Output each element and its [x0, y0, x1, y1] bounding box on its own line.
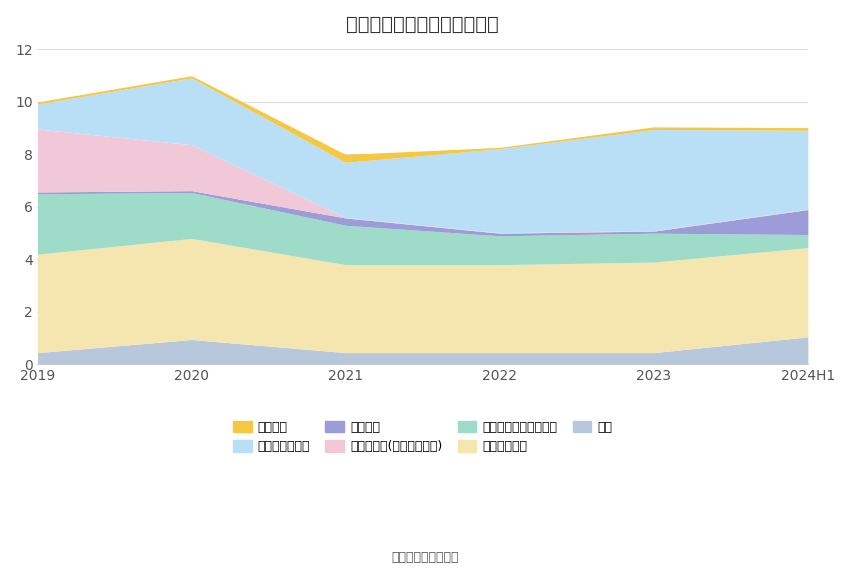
Text: 数据来源：恒生聚源: 数据来源：恒生聚源 — [391, 551, 459, 564]
Title: 历年主要资产堆积图（亿元）: 历年主要资产堆积图（亿元） — [346, 15, 499, 34]
Legend: 货币资金, 交易性金融资产, 应收账款, 其他应收款(含利息和股利), 其他权益工具投资合计, 投资性房地产, 其它: 货币资金, 交易性金融资产, 应收账款, 其他应收款(含利息和股利), 其他权益… — [233, 421, 613, 453]
